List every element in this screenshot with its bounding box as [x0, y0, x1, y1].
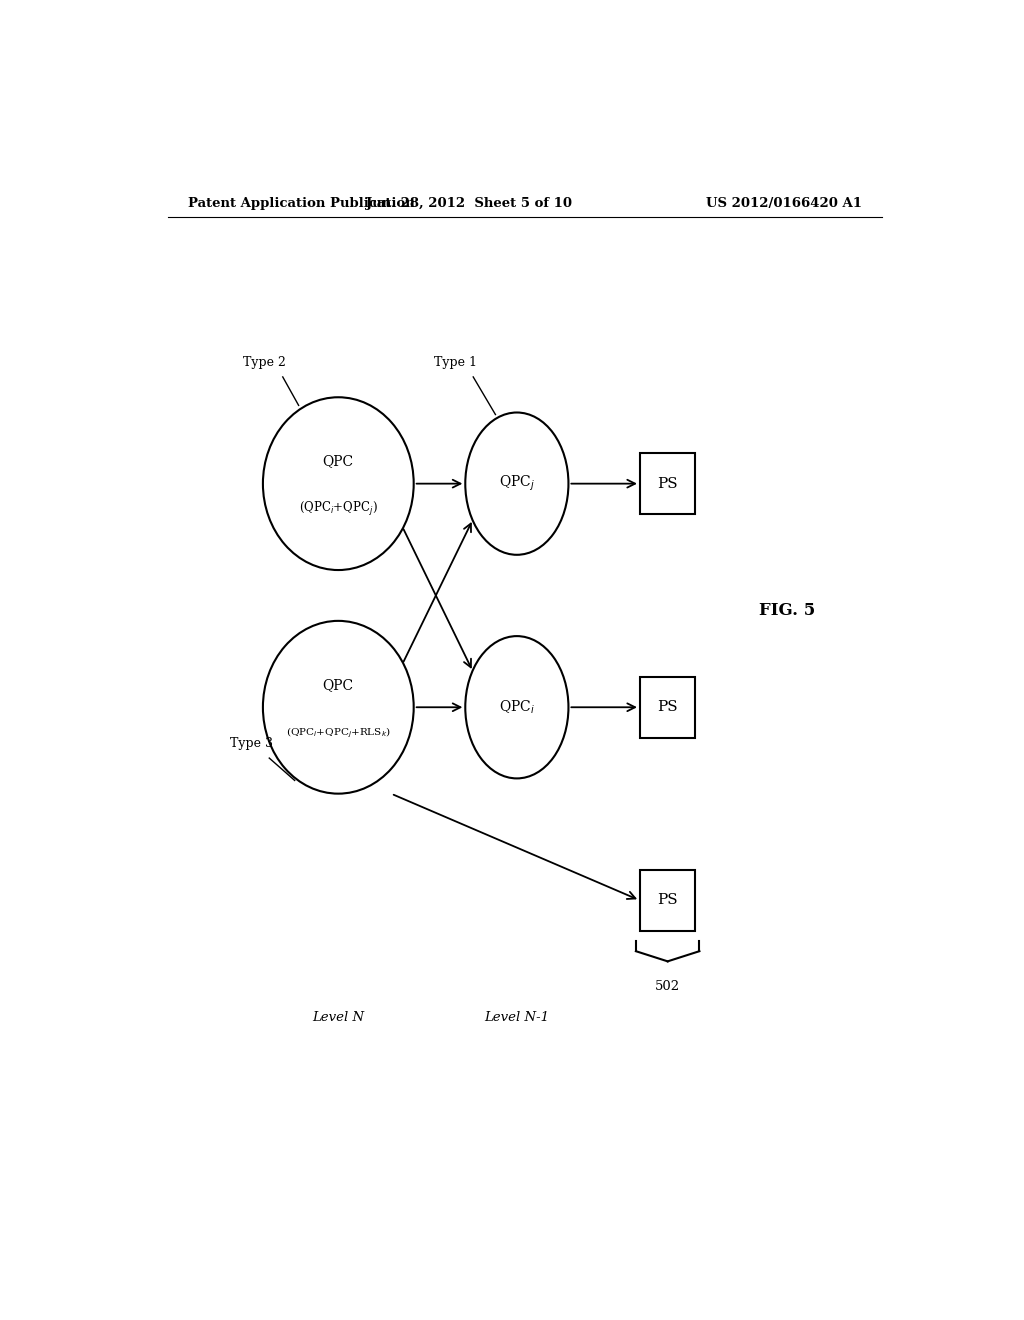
Bar	[640, 453, 695, 515]
Text: PS: PS	[657, 477, 678, 491]
Text: 502: 502	[655, 979, 680, 993]
Text: PS: PS	[657, 700, 678, 714]
Text: QPC: QPC	[323, 454, 354, 469]
Text: PS: PS	[657, 894, 678, 907]
Text: Level N-1: Level N-1	[484, 1011, 549, 1024]
Text: QPC$_i$: QPC$_i$	[499, 698, 535, 715]
Text: FIG. 5: FIG. 5	[759, 602, 815, 619]
Text: Level N: Level N	[312, 1011, 365, 1024]
Text: QPC: QPC	[323, 678, 354, 692]
Text: (QPC$_i$+QPC$_j$): (QPC$_i$+QPC$_j$)	[299, 500, 378, 517]
Text: QPC$_j$: QPC$_j$	[499, 474, 535, 494]
Text: (QPC$_i$+QPC$_j$+RLS$_k$): (QPC$_i$+QPC$_j$+RLS$_k$)	[286, 726, 391, 741]
Text: Type 1: Type 1	[433, 356, 476, 368]
Text: Patent Application Publication: Patent Application Publication	[187, 197, 415, 210]
Bar	[640, 870, 695, 931]
Text: Jun. 28, 2012  Sheet 5 of 10: Jun. 28, 2012 Sheet 5 of 10	[367, 197, 572, 210]
Text: US 2012/0166420 A1: US 2012/0166420 A1	[707, 197, 862, 210]
Text: Type 3: Type 3	[229, 737, 272, 750]
Text: Type 2: Type 2	[243, 356, 286, 368]
Bar	[640, 677, 695, 738]
